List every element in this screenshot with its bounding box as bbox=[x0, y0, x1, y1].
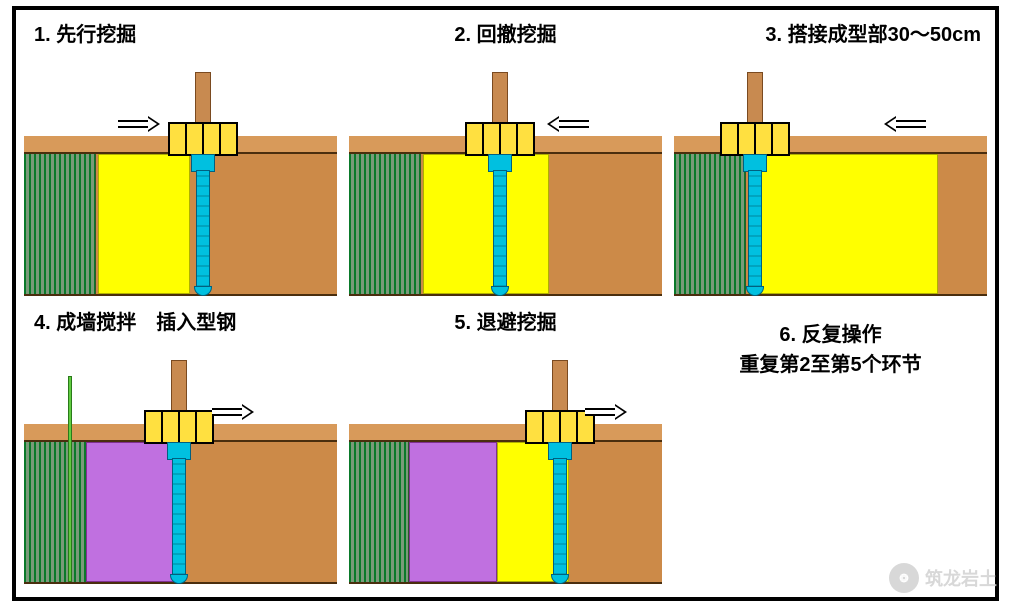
panel-title: 3. 搭接成型部30～50cm bbox=[765, 18, 981, 47]
rig bbox=[720, 72, 790, 292]
panel-title: 1. 先行挖掘 bbox=[34, 18, 136, 47]
panel-title: 5. 退避挖掘 bbox=[454, 306, 556, 335]
rig-frame bbox=[144, 410, 214, 444]
rig-tip bbox=[551, 574, 569, 584]
rig-shaft bbox=[553, 458, 567, 576]
direction-arrow-icon bbox=[118, 116, 160, 132]
rig-tip bbox=[746, 286, 764, 296]
panel-text: 6. 反复操作重复第2至第5个环节 bbox=[674, 320, 987, 380]
direction-arrow-icon bbox=[212, 404, 254, 420]
panel-2: 2. 回撤挖掘 bbox=[349, 16, 662, 296]
rig bbox=[525, 360, 595, 580]
rig bbox=[144, 360, 214, 580]
direction-arrow-icon bbox=[585, 404, 627, 420]
rig-shaft bbox=[493, 170, 507, 288]
panel-title: 4. 成墙搅拌 插入型钢 bbox=[34, 306, 236, 335]
rig bbox=[168, 72, 238, 292]
rig-frame bbox=[168, 122, 238, 156]
rig-tip bbox=[194, 286, 212, 296]
rig-shaft bbox=[196, 170, 210, 288]
direction-arrow-icon bbox=[547, 116, 589, 132]
h-steel bbox=[68, 376, 72, 582]
outer-frame: 1. 先行挖掘 2. 回撤挖掘 3. 搭接成型部30～50cm 4. 成墙搅拌 插入型… bbox=[12, 6, 999, 601]
rig-frame bbox=[465, 122, 535, 156]
rig-frame bbox=[720, 122, 790, 156]
panel-1: 1. 先行挖掘 bbox=[24, 16, 337, 296]
watermark-icon: ❂ bbox=[889, 563, 919, 593]
rig-shaft bbox=[172, 458, 186, 576]
panel-title: 2. 回撤挖掘 bbox=[454, 18, 556, 47]
rig-tip bbox=[491, 286, 509, 296]
watermark-text: 筑龙岩土 bbox=[925, 565, 997, 591]
direction-arrow-icon bbox=[884, 116, 926, 132]
panel-6: 6. 反复操作重复第2至第5个环节 bbox=[674, 304, 987, 584]
rig-tip bbox=[170, 574, 188, 584]
panel-5: 5. 退避挖掘 bbox=[349, 304, 662, 584]
rig bbox=[465, 72, 535, 292]
panel-4: 4. 成墙搅拌 插入型钢 bbox=[24, 304, 337, 584]
panel-3: 3. 搭接成型部30～50cm bbox=[674, 16, 987, 296]
watermark: ❂ 筑龙岩土 bbox=[889, 563, 997, 593]
rig-shaft bbox=[748, 170, 762, 288]
